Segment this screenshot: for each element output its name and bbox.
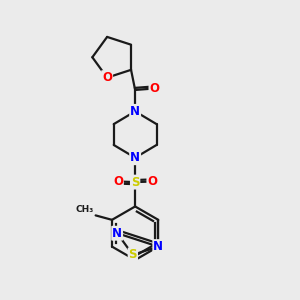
Text: S: S — [131, 176, 140, 189]
Text: N: N — [130, 105, 140, 118]
Text: O: O — [113, 175, 123, 188]
Text: O: O — [102, 71, 112, 84]
Text: N: N — [153, 240, 163, 253]
Text: N: N — [112, 227, 122, 240]
Text: O: O — [149, 82, 160, 95]
Text: S: S — [129, 248, 137, 261]
Text: CH₃: CH₃ — [76, 205, 94, 214]
Text: N: N — [130, 151, 140, 164]
Text: O: O — [147, 175, 158, 188]
